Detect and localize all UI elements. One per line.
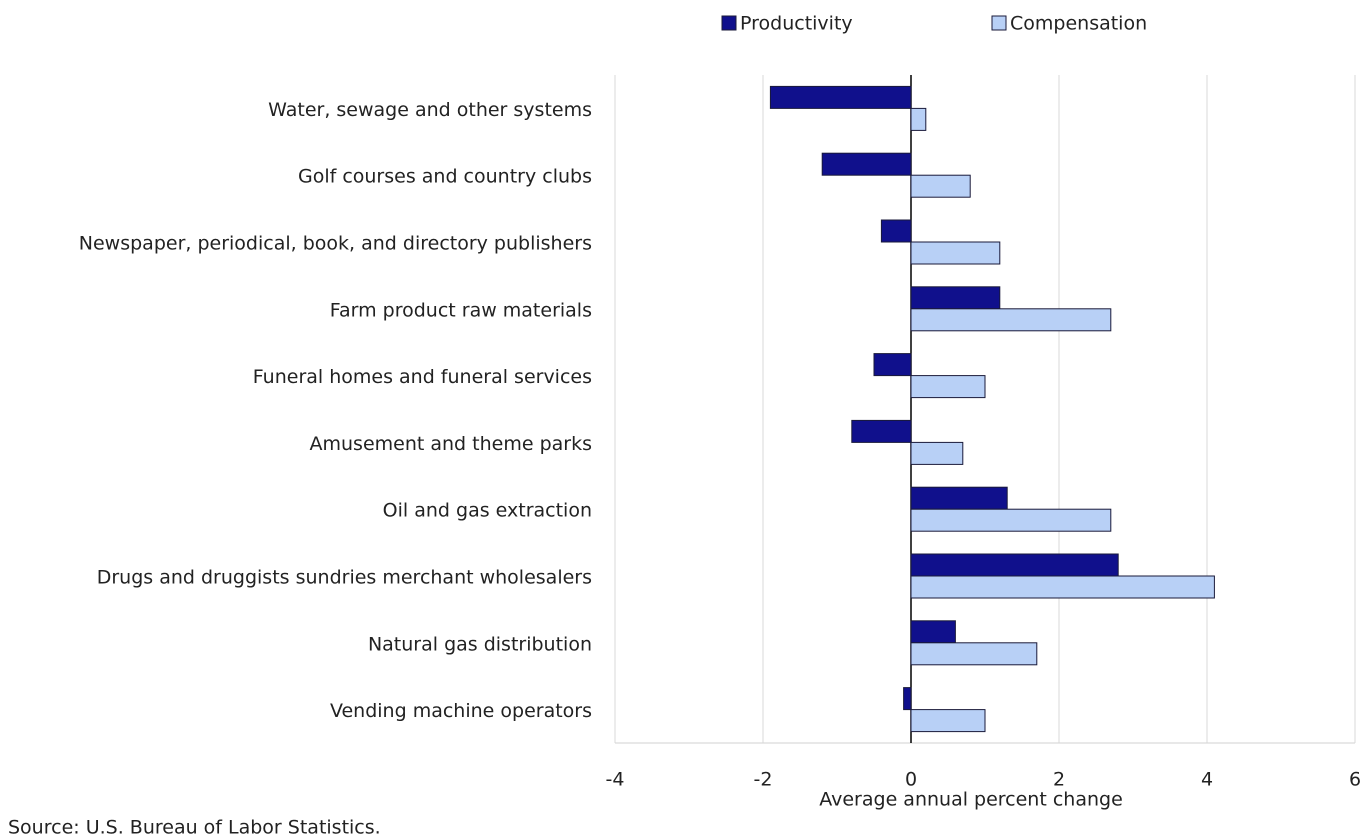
legend-label: Compensation <box>1010 13 1147 35</box>
bar <box>851 419 912 443</box>
y-tick-label: Farm product raw materials <box>330 299 592 321</box>
legend-swatch <box>721 15 737 31</box>
bar <box>910 709 986 733</box>
y-tick-label: Water, sewage and other systems <box>268 99 592 121</box>
bar <box>910 486 1008 510</box>
bar <box>910 642 1038 666</box>
bar <box>910 241 1001 265</box>
y-tick-label: Funeral homes and funeral services <box>253 366 592 388</box>
bar <box>880 219 912 243</box>
legend-swatch <box>991 15 1007 31</box>
bar <box>910 575 1215 599</box>
bar <box>910 375 986 399</box>
bar <box>910 107 927 131</box>
bar <box>910 553 1119 577</box>
x-tick-label: 0 <box>905 769 917 791</box>
y-tick-label: Natural gas distribution <box>368 633 592 655</box>
x-tick-label: 6 <box>1349 769 1361 791</box>
y-tick-label: Amusement and theme parks <box>310 433 593 455</box>
x-tick-label: 4 <box>1201 769 1213 791</box>
y-tick-label: Vending machine operators <box>330 700 592 722</box>
x-tick-label: -2 <box>754 769 773 791</box>
bar <box>769 85 912 109</box>
y-tick-label: Drugs and druggists sundries merchant wh… <box>97 567 592 589</box>
x-tick-label: 2 <box>1053 769 1065 791</box>
source-note: Source: U.S. Bureau of Labor Statistics. <box>8 817 381 836</box>
bar <box>910 441 964 465</box>
bar <box>910 174 971 198</box>
bar <box>910 508 1112 532</box>
bar <box>910 308 1112 332</box>
y-tick-label: Golf courses and country clubs <box>298 166 592 188</box>
x-tick-label: -4 <box>606 769 625 791</box>
bar <box>910 286 1001 310</box>
y-tick-label: Newspaper, periodical, book, and directo… <box>79 233 592 255</box>
bar <box>910 620 956 644</box>
x-axis-label: Average annual percent change <box>819 789 1123 811</box>
y-tick-label: Oil and gas extraction <box>383 500 592 522</box>
bar <box>873 353 912 377</box>
bar <box>821 152 912 176</box>
bar <box>903 687 912 711</box>
legend-label: Productivity <box>740 13 853 35</box>
